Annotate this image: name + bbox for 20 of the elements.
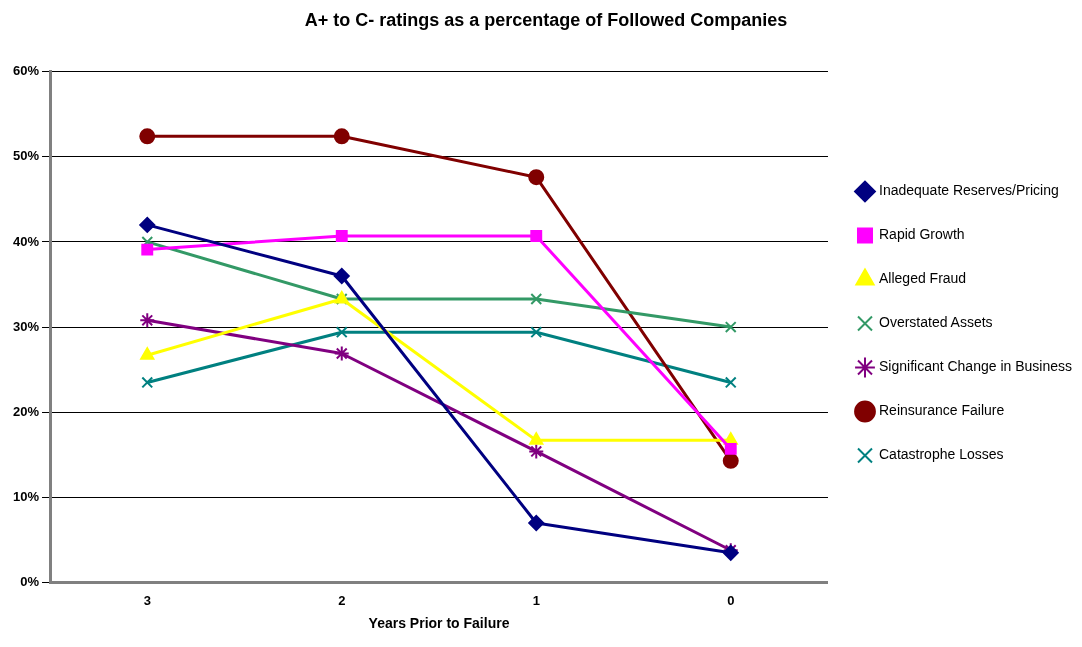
legend-label: Alleged Fraud	[878, 270, 967, 287]
y-tick-label: 30%	[12, 318, 40, 334]
y-tick-label: 20%	[12, 403, 40, 419]
legend-label: Catastrophe Losses	[878, 446, 1004, 463]
legend-label: Overstated Assets	[878, 314, 993, 331]
x-axis-title: Years Prior to Failure	[368, 615, 510, 632]
y-tick-label: 0%	[20, 574, 40, 590]
legend-label: Reinsurance Failure	[878, 402, 1005, 419]
y-tick-label: 40%	[12, 233, 40, 249]
legend-label: Significant Change in Business	[878, 358, 1073, 375]
legend-label: Rapid Growth	[878, 226, 965, 243]
x-tick-label: 2	[338, 592, 346, 608]
x-tick-label: 1	[532, 592, 540, 608]
x-tick-label: 3	[143, 592, 151, 608]
chart-title: A+ to C- ratings as a percentage of Followed Companies	[304, 9, 788, 30]
legend-label: Inadequate Reserves/Pricing	[878, 182, 1059, 199]
y-tick-label: 60%	[12, 63, 40, 79]
x-tick-label: 0	[727, 592, 735, 608]
y-tick-label: 10%	[12, 489, 40, 505]
y-tick-label: 50%	[12, 148, 40, 164]
